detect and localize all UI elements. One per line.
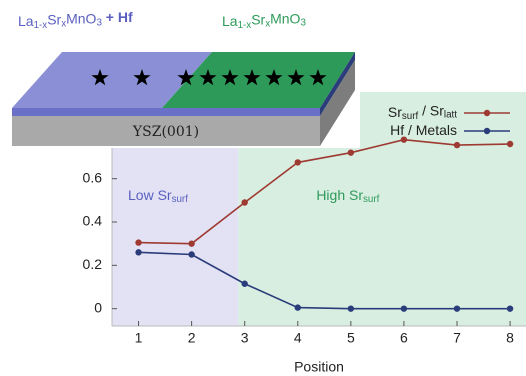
- slab-green: [162, 52, 355, 108]
- text-part: Sr: [388, 104, 402, 120]
- point: [506, 305, 514, 312]
- star: [177, 69, 195, 86]
- text-part: surf: [363, 194, 380, 205]
- point: [347, 305, 355, 312]
- point: [188, 240, 195, 247]
- text-part: 1-x: [34, 20, 48, 31]
- text-part: Hf / Metals: [390, 122, 457, 138]
- point: [453, 305, 461, 312]
- x-tick-label: 2: [188, 330, 196, 346]
- point: [506, 140, 514, 148]
- star: [309, 69, 327, 86]
- x-tick-label: 5: [347, 330, 355, 346]
- text-part: + Hf: [102, 9, 133, 25]
- legend-label: Srsurf / Srlatt: [388, 102, 457, 121]
- star: [243, 69, 261, 86]
- y-tick-label: 0.6: [83, 169, 103, 185]
- y-tick-label: 0.4: [83, 213, 103, 229]
- text-part: High Sr: [316, 187, 363, 203]
- region-label: High Srsurf: [316, 187, 379, 205]
- text-part: x: [61, 18, 66, 29]
- text-part: 3: [300, 17, 306, 28]
- star: [133, 69, 151, 86]
- star: [265, 69, 283, 86]
- series-line: [138, 138, 511, 245]
- y-tick-label: 0: [94, 299, 102, 315]
- point: [294, 304, 301, 311]
- text-part: MnO: [66, 10, 96, 26]
- point: [241, 280, 248, 287]
- x-tick-label: 4: [294, 330, 302, 346]
- substrate-label: YSZ(001): [132, 124, 199, 140]
- point: [135, 239, 142, 246]
- point: [294, 159, 301, 166]
- text-part: MnO: [270, 10, 300, 26]
- inset-label: La1-xSrxMnO3 + Hf: [18, 9, 133, 31]
- text-part: Low Sr: [128, 187, 172, 203]
- y-tick-label: 0.2: [83, 256, 103, 272]
- star: [287, 69, 305, 86]
- text-part: 3: [96, 17, 102, 28]
- slab-blue: [12, 52, 212, 108]
- x-tick-label: 1: [135, 330, 143, 346]
- text-part: 1-x: [238, 20, 252, 31]
- x-tick-label: 6: [400, 330, 408, 346]
- text-part: surf: [402, 111, 419, 122]
- substrate-side: [320, 60, 355, 146]
- text-part: surf: [172, 194, 189, 205]
- point: [453, 141, 461, 149]
- legend-label: Hf / Metals: [390, 122, 457, 138]
- legend-marker: [483, 109, 491, 117]
- point: [347, 149, 355, 156]
- substrate-front: [12, 116, 320, 146]
- star: [91, 69, 109, 86]
- text-part: La: [18, 13, 34, 29]
- star: [221, 69, 239, 86]
- point: [241, 199, 248, 206]
- text-part: Sr: [47, 11, 61, 27]
- text-part: / Sr: [418, 102, 444, 118]
- x-tick-label: 7: [453, 330, 461, 346]
- x-tick-label: 3: [241, 330, 249, 346]
- series-line: [138, 251, 511, 310]
- point: [400, 305, 408, 312]
- text-part: latt: [444, 109, 457, 120]
- point: [135, 249, 142, 256]
- text-part: x: [265, 18, 270, 29]
- region-label: Low Srsurf: [128, 187, 188, 205]
- point: [188, 251, 195, 258]
- x-tick-label: 8: [506, 330, 514, 346]
- x-axis-label: Position: [294, 359, 344, 375]
- inset-label: La1-xSrxMnO3: [222, 10, 306, 30]
- slab-side: [320, 52, 355, 116]
- stars: [91, 69, 327, 86]
- text-part: La: [222, 13, 238, 29]
- slab-edge: [12, 108, 320, 116]
- star: [199, 69, 217, 86]
- legend-marker: [483, 127, 491, 135]
- point: [400, 136, 408, 143]
- text-part: Sr: [251, 11, 265, 27]
